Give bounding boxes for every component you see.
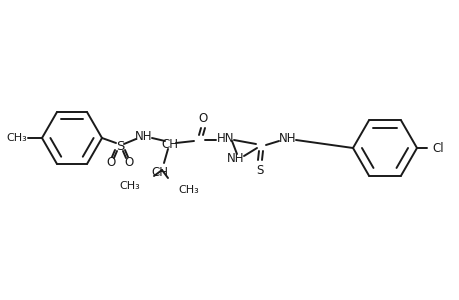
Text: S: S [256, 164, 263, 176]
Text: CH: CH [151, 167, 168, 179]
Text: O: O [124, 155, 133, 169]
Text: NH: NH [135, 130, 152, 142]
Text: CH₃: CH₃ [6, 133, 27, 143]
Text: NH: NH [279, 131, 296, 145]
Text: CH: CH [161, 137, 178, 151]
Text: NH: NH [227, 152, 244, 164]
Text: CH₃: CH₃ [119, 181, 140, 191]
Text: CH₃: CH₃ [178, 185, 198, 195]
Text: S: S [116, 140, 124, 152]
Text: O: O [106, 155, 115, 169]
Text: Cl: Cl [431, 142, 442, 154]
Text: O: O [198, 112, 207, 125]
Text: HN: HN [217, 131, 234, 145]
